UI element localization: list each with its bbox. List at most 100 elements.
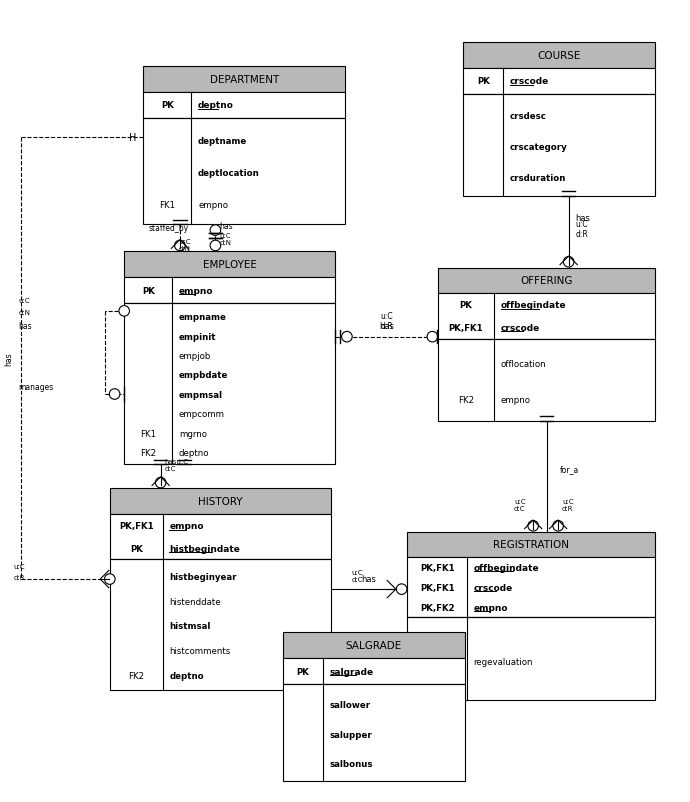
Text: REGISTRATION: REGISTRATION [493,540,569,550]
Circle shape [210,225,221,236]
Text: salupper: salupper [330,730,373,739]
Text: histmsal: histmsal [169,622,210,630]
Text: crscode: crscode [510,77,549,86]
Text: empinit: empinit [179,332,217,341]
FancyBboxPatch shape [407,618,655,699]
Text: salgrade: salgrade [330,667,374,676]
Text: FK2: FK2 [128,670,144,680]
Text: hasu:C
d:C: hasu:C d:C [164,459,188,472]
FancyBboxPatch shape [407,532,655,557]
Text: histcomments: histcomments [169,646,230,655]
Text: d:N: d:N [19,310,30,315]
Circle shape [427,332,437,342]
Text: PK,FK2: PK,FK2 [420,603,455,612]
Text: u:C
d:C: u:C d:C [514,499,526,512]
FancyBboxPatch shape [438,268,655,294]
Text: empmsal: empmsal [179,391,223,399]
Circle shape [104,574,115,585]
Circle shape [564,257,574,268]
FancyBboxPatch shape [144,93,345,119]
Text: HISTORY: HISTORY [198,496,242,507]
Text: u:C
d:C: u:C d:C [352,569,364,583]
Text: u:C
d:R: u:C d:R [562,499,573,512]
Text: crscode: crscode [473,583,513,592]
Text: PK,FK1: PK,FK1 [448,323,483,332]
FancyBboxPatch shape [124,277,335,304]
FancyBboxPatch shape [283,658,465,684]
Text: offbegindate: offbegindate [473,563,540,572]
Text: has: has [19,322,32,330]
Text: empno: empno [500,395,531,404]
FancyBboxPatch shape [110,488,331,515]
Text: empname: empname [179,313,227,322]
Text: salbonus: salbonus [330,759,373,768]
Text: crsdesc: crsdesc [510,111,547,121]
Text: FK1: FK1 [140,429,156,438]
Circle shape [175,241,185,251]
Text: deptname: deptname [198,136,248,146]
FancyBboxPatch shape [407,557,655,618]
Text: PK: PK [141,286,155,295]
Circle shape [342,332,352,342]
FancyBboxPatch shape [438,339,655,422]
Text: d:R: d:R [14,574,26,581]
FancyBboxPatch shape [463,95,655,196]
Circle shape [119,306,130,317]
Text: has: has [380,322,394,330]
Text: COURSE: COURSE [538,51,581,61]
Text: H: H [129,133,137,143]
Text: deptno: deptno [198,101,234,110]
FancyBboxPatch shape [124,252,335,277]
Text: PK: PK [460,301,473,310]
FancyBboxPatch shape [463,69,655,95]
Text: u:C
d:N: u:C d:N [219,233,231,245]
Text: for_a: for_a [560,465,580,474]
Text: empno: empno [179,286,213,295]
Text: FK2: FK2 [140,448,156,458]
FancyBboxPatch shape [438,294,655,339]
Text: u:C
d:R: u:C d:R [575,220,588,239]
Text: histenddate: histenddate [169,597,221,606]
FancyBboxPatch shape [124,304,335,465]
Text: u:C: u:C [14,563,26,569]
Text: has: has [5,352,14,366]
Text: has: has [219,222,233,231]
Text: crsduration: crsduration [510,173,566,182]
Text: has: has [362,573,377,583]
Text: PK,FK1: PK,FK1 [420,563,455,572]
Circle shape [396,584,407,594]
Text: crscode: crscode [500,323,540,332]
Text: PK,FK1: PK,FK1 [420,583,455,592]
FancyBboxPatch shape [110,515,331,560]
Text: histbeginyear: histbeginyear [169,573,237,581]
Text: PK: PK [130,544,143,553]
Text: u:C
d:R: u:C d:R [380,311,393,330]
FancyBboxPatch shape [283,684,465,781]
Text: histbegindate: histbegindate [169,544,240,553]
Circle shape [109,389,120,399]
Text: empno: empno [198,201,228,210]
Text: u:C: u:C [19,298,30,304]
Text: DEPARTMENT: DEPARTMENT [210,75,279,85]
Text: staffed_by: staffed_by [148,224,188,233]
Text: deptno: deptno [169,670,204,680]
Text: mgrno: mgrno [179,429,207,438]
Text: empno: empno [169,521,204,530]
Text: FK2: FK2 [458,395,474,404]
Text: sallower: sallower [330,700,371,709]
Text: deptno: deptno [179,448,210,458]
Text: FK1: FK1 [159,201,175,210]
Text: empcomm: empcomm [179,410,225,419]
FancyBboxPatch shape [110,560,331,690]
Text: offbegindate: offbegindate [500,301,566,310]
Text: OFFERING: OFFERING [520,276,573,286]
FancyBboxPatch shape [144,67,345,93]
Text: offlocation: offlocation [500,360,546,369]
FancyBboxPatch shape [144,119,345,225]
Text: PK,FK1: PK,FK1 [119,521,153,530]
Text: EMPLOYEE: EMPLOYEE [203,260,257,269]
Text: SALGRADE: SALGRADE [346,641,402,650]
Circle shape [155,478,166,488]
Text: PK: PK [477,77,490,86]
Text: empjob: empjob [179,351,211,361]
